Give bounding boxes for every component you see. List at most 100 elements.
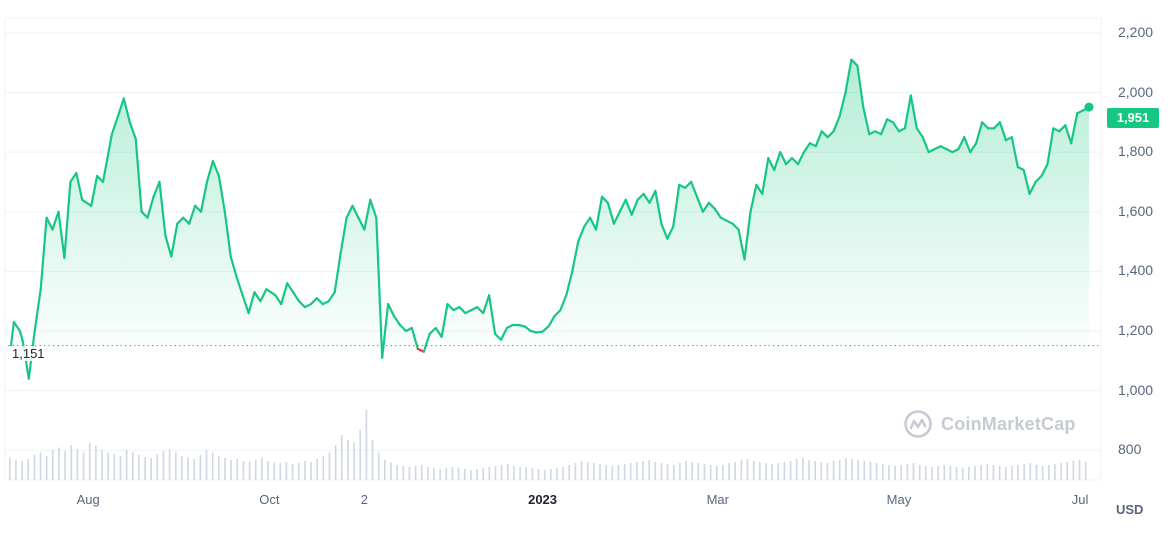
volume-bar xyxy=(1054,464,1056,480)
price-line-segment xyxy=(381,303,390,359)
volume-bar xyxy=(888,465,890,480)
price-line-segment xyxy=(81,198,93,207)
volume-bar xyxy=(863,461,866,480)
volume-bar xyxy=(168,449,171,480)
y-tick-label: 1,400 xyxy=(1118,262,1154,279)
price-line-segment xyxy=(351,204,360,219)
volume-bar xyxy=(783,462,786,480)
volume-bar xyxy=(593,463,595,480)
currency-label: USD xyxy=(1116,502,1144,517)
volume-bar xyxy=(427,467,429,480)
price-line-segment xyxy=(618,198,627,213)
volume-bar xyxy=(623,464,626,480)
volume-bar xyxy=(697,463,700,480)
x-tick-label: 2 xyxy=(360,492,368,507)
volume-bar xyxy=(463,469,466,480)
price-line-segment xyxy=(345,204,354,219)
price-line-segment xyxy=(1064,124,1073,145)
price-line-segment xyxy=(1052,127,1061,133)
price-line-segment xyxy=(134,137,143,213)
price-line-segment xyxy=(666,225,675,240)
volume-bar xyxy=(740,460,743,480)
price-line-segment xyxy=(428,326,437,335)
volume-bar xyxy=(242,461,245,480)
price-line-segment xyxy=(844,58,853,94)
price-line-segment xyxy=(152,180,161,198)
price-line-segment xyxy=(1058,124,1067,133)
volume-bar xyxy=(900,465,902,480)
volume-bars xyxy=(9,410,1087,480)
volume-bar xyxy=(709,465,712,480)
volume-bar xyxy=(199,455,202,480)
volume-bar xyxy=(291,464,294,480)
price-line-segment xyxy=(856,64,865,109)
price-line-segment xyxy=(369,198,378,219)
price-line-segment xyxy=(297,300,307,309)
volume-bar xyxy=(9,457,11,480)
price-line-segment xyxy=(116,97,125,118)
price-line-segment xyxy=(101,133,114,183)
volume-bar xyxy=(666,464,669,480)
volume-bar xyxy=(70,445,73,480)
volume-bar xyxy=(211,452,214,480)
price-area-fill xyxy=(11,59,1089,346)
price-line-segment xyxy=(375,216,384,359)
price-line-segment xyxy=(630,198,639,216)
price-line-segment xyxy=(879,118,889,136)
plot-frame xyxy=(4,17,1102,481)
price-line-segment xyxy=(357,216,366,231)
volume-bar xyxy=(445,468,448,480)
price-line-segment xyxy=(725,219,734,225)
volume-bar xyxy=(414,466,417,480)
volume-bar xyxy=(826,463,829,480)
price-line-segment xyxy=(600,195,610,204)
volume-bar xyxy=(955,467,958,480)
price-line-segment xyxy=(45,216,54,231)
price-line-segment xyxy=(482,294,491,315)
volume-bar xyxy=(931,467,933,480)
volume-bar xyxy=(181,456,183,480)
volume-bar xyxy=(759,462,761,480)
x-tick-label: Jul xyxy=(1071,492,1089,507)
volume-bar xyxy=(1023,464,1025,480)
price-line-segment xyxy=(838,91,847,118)
price-line-segment xyxy=(963,136,972,154)
volume-bar xyxy=(205,450,208,480)
price-line-segment xyxy=(832,115,841,133)
watermark-text: CoinMarketCap xyxy=(941,413,1076,434)
price-line-segment xyxy=(217,174,226,213)
volume-bar xyxy=(562,467,564,480)
price-line-segment xyxy=(814,130,823,148)
volume-bar xyxy=(937,466,939,480)
volume-bar xyxy=(457,467,460,480)
price-line-segment xyxy=(458,306,467,315)
price-line-segment xyxy=(559,294,568,312)
price-line-segment xyxy=(122,97,131,124)
price-line-segment xyxy=(452,306,461,312)
price-line-segment xyxy=(1028,180,1037,195)
volume-bar xyxy=(261,457,263,480)
volume-bar xyxy=(513,466,515,480)
volume-bar xyxy=(408,467,411,480)
volume-bar xyxy=(377,452,380,480)
price-line-segment xyxy=(743,210,752,261)
volume-bar xyxy=(396,465,398,480)
price-line-segment xyxy=(1034,174,1043,183)
price-line-segment xyxy=(229,255,238,279)
price-line-segment xyxy=(90,174,99,207)
volume-bar xyxy=(1060,463,1062,480)
price-line-segment xyxy=(773,151,782,172)
volume-bar xyxy=(845,458,847,480)
volume-bar xyxy=(285,462,288,480)
volume-bar xyxy=(21,461,23,480)
volume-bar xyxy=(691,462,693,480)
price-line-segment xyxy=(624,198,633,216)
price-line-segment xyxy=(648,189,657,204)
volume-bar xyxy=(519,467,521,480)
price-line-segment xyxy=(241,294,250,315)
price-line-segment xyxy=(571,240,580,273)
volume-bar xyxy=(808,460,810,480)
price-line-segment xyxy=(921,136,930,154)
price-line-segment xyxy=(57,210,66,259)
